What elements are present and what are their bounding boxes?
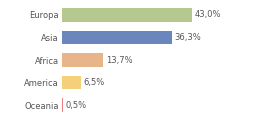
Text: 13,7%: 13,7% [106,55,132,65]
Text: 36,3%: 36,3% [174,33,201,42]
Text: 43,0%: 43,0% [195,10,221,19]
Text: 6,5%: 6,5% [84,78,105,87]
Bar [62,31,172,44]
Text: 0,5%: 0,5% [66,101,87,110]
Bar [62,53,103,67]
Bar [62,98,63,112]
Bar [62,76,81,89]
Bar [62,8,192,22]
